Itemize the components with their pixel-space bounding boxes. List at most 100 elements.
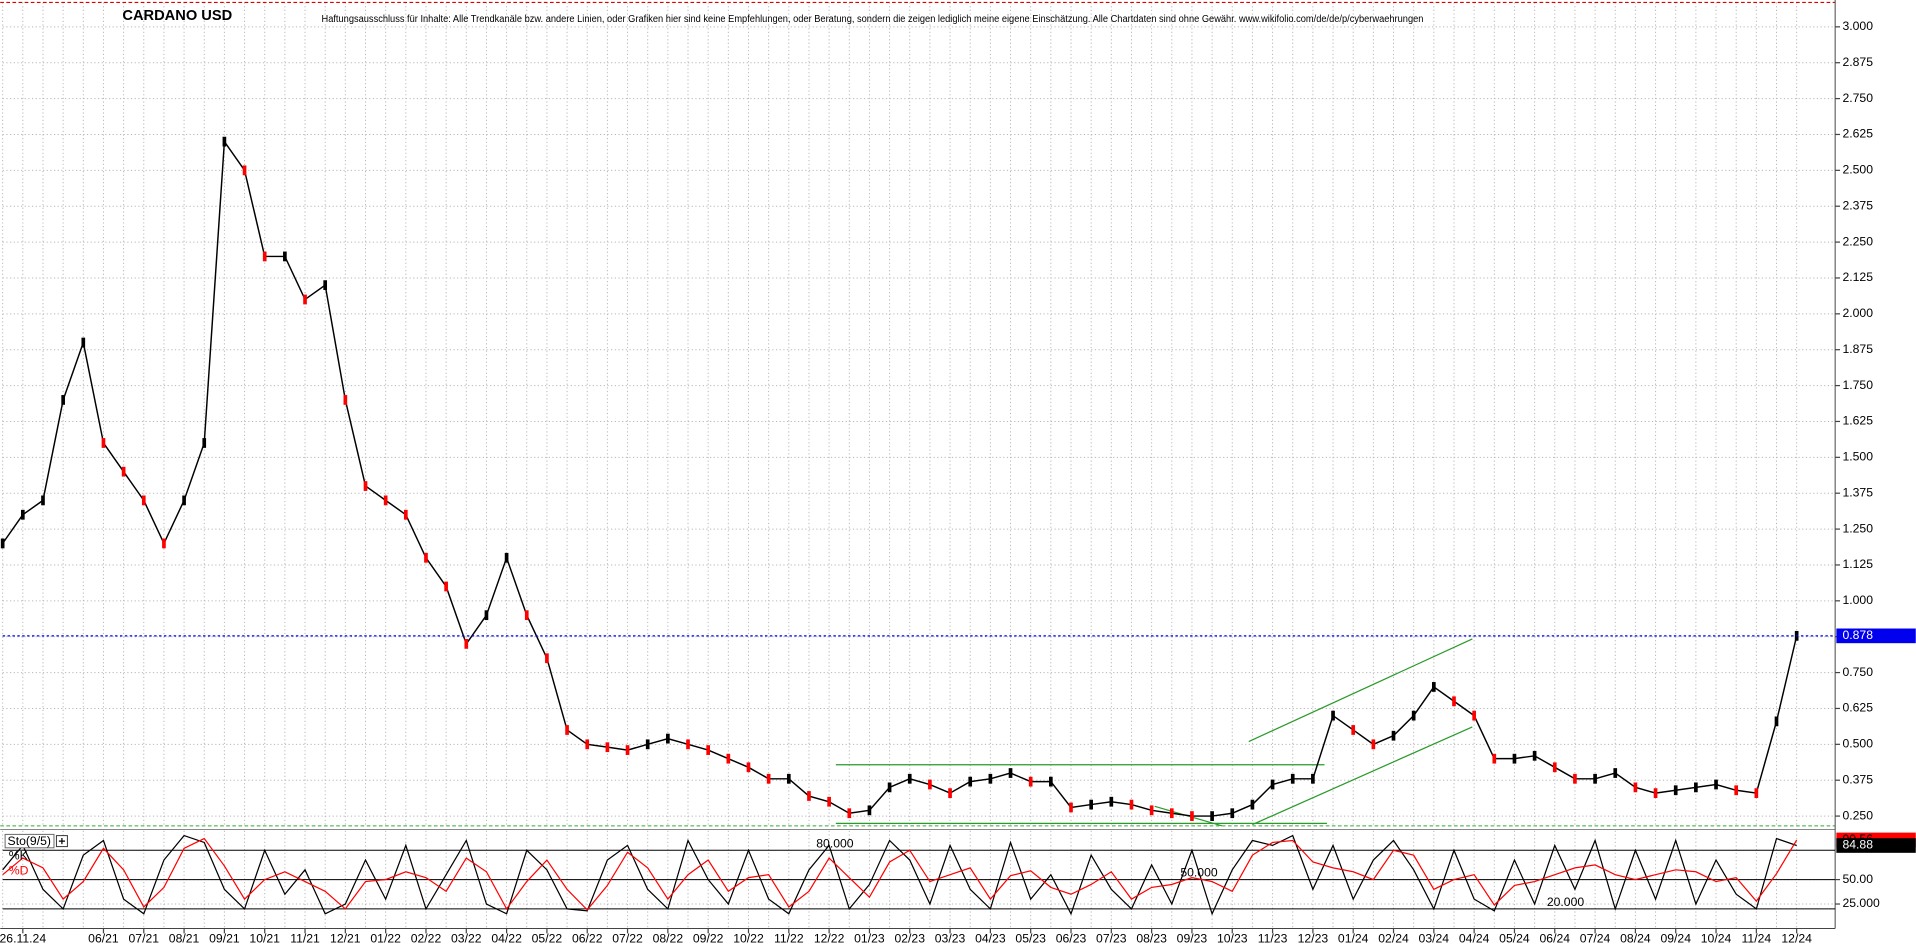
expand-icon xyxy=(58,838,65,845)
x-tick-label: 10/23 xyxy=(1217,932,1248,946)
price-bar xyxy=(786,773,791,784)
price-bar xyxy=(1149,805,1154,816)
x-tick-label: 06/21 xyxy=(88,932,119,946)
price-bar xyxy=(1028,776,1033,787)
price-bar xyxy=(1210,811,1214,821)
price-bar xyxy=(1230,808,1235,819)
price-bar xyxy=(1008,768,1013,778)
x-tick-label: 09/23 xyxy=(1177,932,1208,946)
x-tick-label: 12/22 xyxy=(814,932,845,946)
price-bar xyxy=(1754,788,1759,799)
price-bar xyxy=(403,509,408,520)
price-bar xyxy=(1593,773,1597,784)
x-tick-label: 08/23 xyxy=(1136,932,1167,946)
price-bar xyxy=(1492,753,1497,764)
price-bar xyxy=(545,653,549,664)
price-bar xyxy=(1049,776,1053,787)
x-tick-label: 02/23 xyxy=(894,932,925,946)
x-tick-label: 09/21 xyxy=(209,932,240,946)
price-bar xyxy=(121,466,126,477)
price-bar xyxy=(565,725,569,735)
x-tick-label: 11/21 xyxy=(290,932,320,946)
y-tick-label: 2.625 xyxy=(1842,127,1873,141)
price-bar xyxy=(1552,762,1557,773)
y2-tick-label: 50.00 xyxy=(1842,872,1873,886)
price-bar xyxy=(645,739,650,750)
marks xyxy=(0,136,1836,916)
y-tick-label: 1.125 xyxy=(1842,557,1873,571)
price-bar xyxy=(1432,682,1436,692)
price-bar xyxy=(0,538,5,549)
price-bar xyxy=(323,280,328,291)
price-bar xyxy=(1774,716,1779,727)
y-tick-label: 1.500 xyxy=(1842,450,1873,464)
y-tick-label: 3.000 xyxy=(1842,19,1873,33)
price-bar xyxy=(1069,802,1073,813)
price-bar xyxy=(1472,710,1476,721)
price-bar xyxy=(162,538,166,549)
x-tick-label: 04/24 xyxy=(1459,932,1490,946)
x-tick-label: 11/22 xyxy=(774,932,804,946)
current-indicator-label: 84.88 xyxy=(1842,838,1873,852)
y-tick-label: 2.125 xyxy=(1842,270,1873,284)
price-bar xyxy=(101,438,106,448)
disclaimer: Haftungsausschluss für Inhalte: Alle Tre… xyxy=(322,14,1424,25)
price-bar xyxy=(1411,710,1416,721)
price-bar xyxy=(625,745,630,755)
price-bar xyxy=(666,733,670,744)
y-tick-label: 2.875 xyxy=(1842,55,1873,69)
price-bar xyxy=(1512,753,1517,764)
grid xyxy=(2,2,1836,929)
y-tick-label: 1.000 xyxy=(1842,593,1873,607)
x-tick-label: 12/23 xyxy=(1298,932,1329,946)
price-bar xyxy=(424,552,428,563)
price-bar xyxy=(141,495,146,506)
x-tick-label: 11/24 xyxy=(1742,932,1772,946)
price-line xyxy=(2,139,1798,817)
x-tick-label: 05/24 xyxy=(1499,932,1530,946)
x-tick-label: 10/22 xyxy=(733,932,764,946)
price-bar xyxy=(1270,779,1275,790)
price-bar xyxy=(444,581,448,592)
legend-entry: %D xyxy=(9,863,29,877)
x-tick-label: 09/22 xyxy=(693,932,724,946)
y-tick-label: 2.500 xyxy=(1842,163,1873,177)
x-tick-label: 09/24 xyxy=(1660,932,1691,946)
price-bar xyxy=(1089,799,1093,810)
x-tick-label: 01/24 xyxy=(1338,932,1369,946)
y-tick-label: 0.500 xyxy=(1842,737,1873,751)
x-tick-label: 08/21 xyxy=(169,932,200,946)
price-bar xyxy=(988,773,993,784)
trend-line xyxy=(1252,726,1473,826)
x-tick-label: 01/23 xyxy=(854,932,885,946)
price-bar xyxy=(1391,730,1396,741)
price-bar xyxy=(484,610,489,621)
x-tick-label: 03/23 xyxy=(935,932,966,946)
level-label: 80.000 xyxy=(816,836,854,850)
price-bar xyxy=(746,762,751,773)
price-bar xyxy=(766,773,771,784)
indicator-box xyxy=(4,833,55,849)
price-bar xyxy=(1653,788,1658,799)
price-bar xyxy=(1714,779,1718,790)
price-bar xyxy=(1169,808,1174,819)
price-bar xyxy=(1633,782,1638,793)
price-bar xyxy=(1694,782,1698,793)
y-tick-label: 2.750 xyxy=(1842,91,1873,105)
price-bar xyxy=(1331,710,1335,721)
indicator-title: Sto(9/5) xyxy=(8,834,51,848)
x-tick-label: 07/22 xyxy=(612,932,643,946)
price-bar xyxy=(1673,785,1678,796)
price-bar xyxy=(464,638,469,649)
y-tick-label: 1.375 xyxy=(1842,485,1873,499)
y-tick-label: 0.625 xyxy=(1842,701,1873,715)
price-bar xyxy=(61,395,65,405)
x-tick-label: 03/22 xyxy=(451,932,482,946)
price-bar xyxy=(283,251,287,262)
price-bar xyxy=(303,294,307,305)
price-bar xyxy=(41,495,45,506)
price-bar xyxy=(847,808,852,819)
